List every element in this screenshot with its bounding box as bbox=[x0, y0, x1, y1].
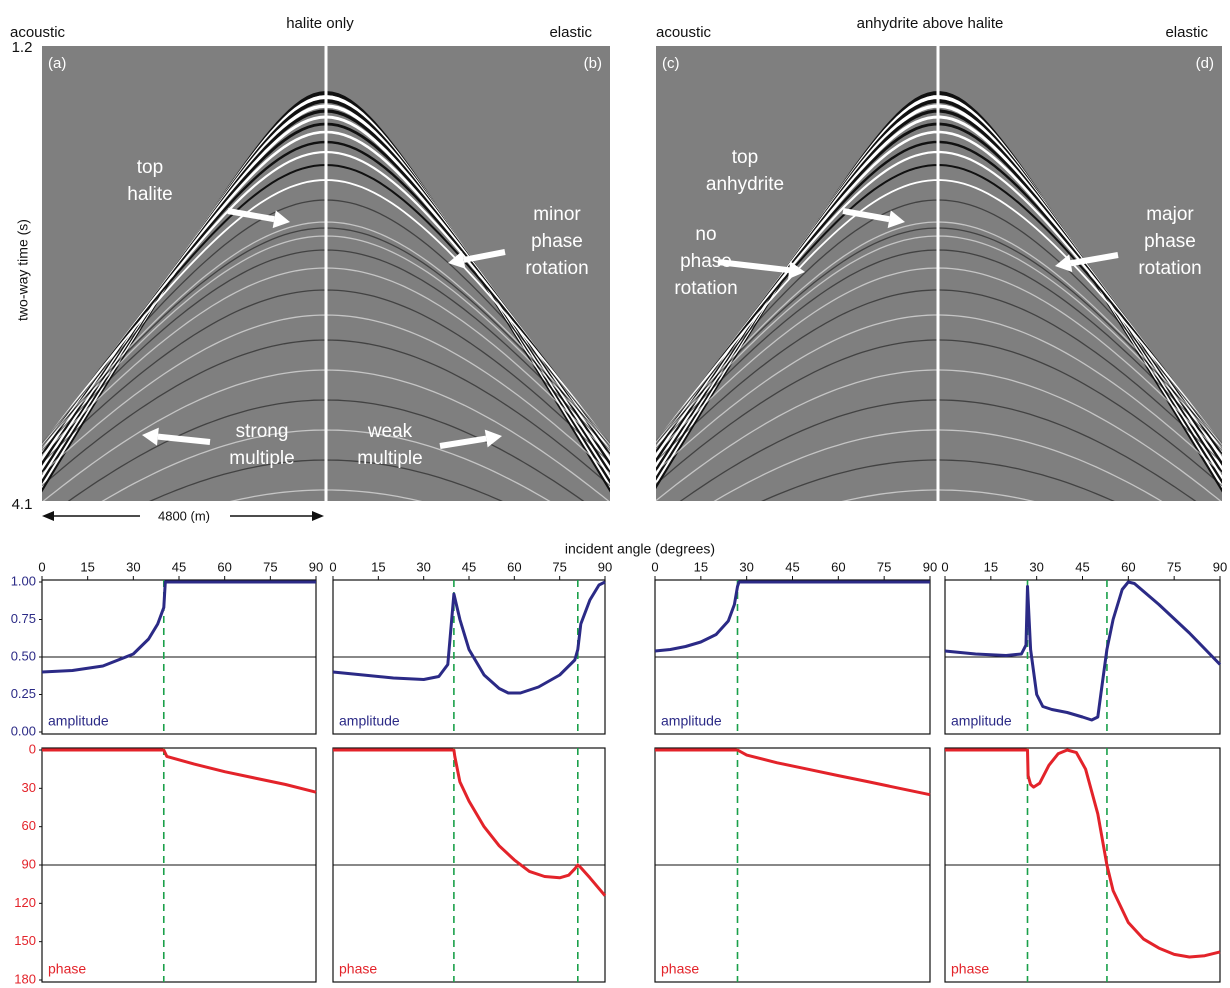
y-tick-label: 0.75 bbox=[11, 611, 36, 626]
annotation: top bbox=[732, 147, 758, 168]
annotation: minor bbox=[533, 204, 581, 225]
y-tick-label: 0 bbox=[29, 741, 36, 756]
series-line bbox=[333, 750, 605, 896]
figure: acoustic halite only elastic acoustic an… bbox=[0, 0, 1230, 988]
x-tick-label: 45 bbox=[172, 559, 186, 574]
series-line bbox=[655, 582, 930, 651]
annotation: no bbox=[695, 224, 716, 245]
series-line bbox=[945, 750, 1220, 957]
series-line bbox=[333, 582, 605, 693]
annotation: phase bbox=[531, 231, 583, 252]
y-tick-label: 0.00 bbox=[11, 723, 36, 738]
panel-tag: (c) bbox=[662, 55, 680, 72]
x-tick-label: 30 bbox=[739, 559, 753, 574]
x-tick-label: 45 bbox=[785, 559, 799, 574]
y-tick-label: 120 bbox=[14, 895, 36, 910]
panel-title: halite only bbox=[286, 15, 354, 32]
y-tick-label: 0.50 bbox=[11, 648, 36, 663]
offset-label: 4800 (m) bbox=[158, 508, 210, 523]
x-tick-label: 90 bbox=[309, 559, 323, 574]
x-tick-label: 60 bbox=[831, 559, 845, 574]
legend-label: phase bbox=[48, 961, 86, 977]
time-label: 1.2 bbox=[12, 39, 33, 56]
x-tick-label: 15 bbox=[694, 559, 708, 574]
series-line bbox=[42, 750, 316, 792]
panel-tag: (d) bbox=[1196, 55, 1214, 72]
x-tick-label: 75 bbox=[263, 559, 277, 574]
legend-label: amplitude bbox=[951, 713, 1012, 729]
x-tick-label: 60 bbox=[507, 559, 521, 574]
x-tick-label: 75 bbox=[552, 559, 566, 574]
legend-label: phase bbox=[661, 961, 699, 977]
annotation: rotation bbox=[1138, 258, 1201, 279]
x-tick-label: 75 bbox=[877, 559, 891, 574]
x-tick-label: 90 bbox=[923, 559, 937, 574]
legend-label: amplitude bbox=[339, 713, 400, 729]
annotation: major bbox=[1146, 204, 1194, 225]
annotation: phase bbox=[1144, 231, 1196, 252]
label: elastic bbox=[1165, 24, 1208, 41]
y-tick-label: 90 bbox=[22, 856, 36, 871]
x-tick-label: 45 bbox=[462, 559, 476, 574]
x-tick-label: 0 bbox=[38, 559, 45, 574]
legend-label: phase bbox=[339, 961, 377, 977]
annotation: rotation bbox=[674, 278, 737, 299]
annotation: strong bbox=[236, 421, 289, 442]
y-tick-label: 30 bbox=[22, 780, 36, 795]
seismic-event bbox=[32, 490, 620, 590]
annotation: multiple bbox=[357, 448, 422, 469]
annotation: weak bbox=[367, 421, 413, 442]
x-tick-label: 30 bbox=[1029, 559, 1043, 574]
legend-label: phase bbox=[951, 961, 989, 977]
x-tick-label: 15 bbox=[984, 559, 998, 574]
y-tick-label: 1.00 bbox=[11, 573, 36, 588]
x-tick-label: 15 bbox=[80, 559, 94, 574]
label: elastic bbox=[549, 24, 592, 41]
annotation: multiple bbox=[229, 448, 294, 469]
x-axis-label: incident angle (degrees) bbox=[565, 541, 715, 557]
x-tick-label: 15 bbox=[371, 559, 385, 574]
panel-title: anhydrite above halite bbox=[857, 15, 1004, 32]
series-line bbox=[945, 582, 1220, 720]
x-tick-label: 0 bbox=[329, 559, 336, 574]
legend-label: amplitude bbox=[661, 713, 722, 729]
y-tick-label: 180 bbox=[14, 971, 36, 986]
x-tick-label: 30 bbox=[416, 559, 430, 574]
series-line bbox=[655, 750, 930, 795]
x-tick-label: 30 bbox=[126, 559, 140, 574]
y-tick-label: 60 bbox=[22, 818, 36, 833]
x-tick-label: 0 bbox=[651, 559, 658, 574]
label: acoustic bbox=[656, 24, 712, 41]
x-tick-label: 90 bbox=[598, 559, 612, 574]
x-tick-label: 0 bbox=[941, 559, 948, 574]
y-tick-label: 0.25 bbox=[11, 686, 36, 701]
y-axis-label: two-way time (s) bbox=[15, 219, 31, 321]
annotation: rotation bbox=[525, 258, 588, 279]
annotation: halite bbox=[127, 184, 172, 205]
x-tick-label: 60 bbox=[217, 559, 231, 574]
x-tick-label: 75 bbox=[1167, 559, 1181, 574]
panel-tag: (a) bbox=[48, 55, 66, 72]
series-line bbox=[42, 582, 316, 672]
annotation: top bbox=[137, 157, 163, 178]
arrow-head bbox=[312, 511, 324, 521]
panel-tag: (b) bbox=[584, 55, 602, 72]
x-tick-label: 45 bbox=[1075, 559, 1089, 574]
x-tick-label: 60 bbox=[1121, 559, 1135, 574]
x-tick-label: 90 bbox=[1213, 559, 1227, 574]
y-tick-label: 150 bbox=[14, 933, 36, 948]
time-label: 4.1 bbox=[12, 496, 33, 513]
legend-label: amplitude bbox=[48, 713, 109, 729]
arrow-head bbox=[42, 511, 54, 521]
annotation: anhydrite bbox=[706, 174, 784, 195]
